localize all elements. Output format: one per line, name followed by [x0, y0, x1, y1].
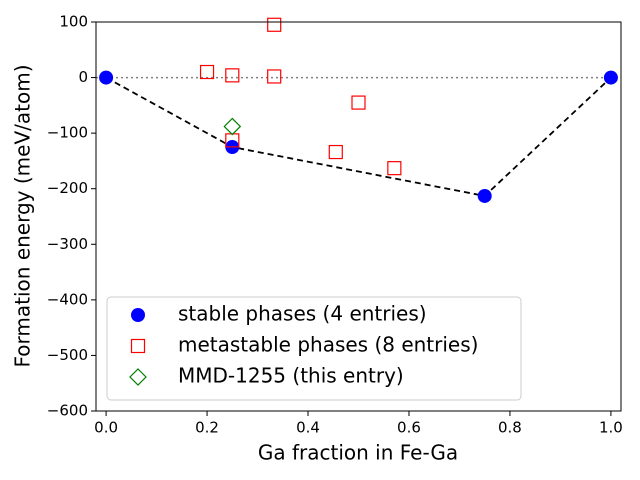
x-tick-label: 1.0 [599, 419, 623, 437]
legend-label: stable phases (4 entries) [178, 302, 427, 326]
legend-marker [129, 368, 147, 386]
y-tick-label: −500 [47, 346, 88, 364]
legend-marker [130, 338, 146, 354]
y-axis-label: Formation energy (meV/atom) [11, 65, 35, 368]
x-axis-label: Ga fraction in Fe-Ga [258, 441, 458, 465]
point [225, 68, 240, 83]
x-tick-label: 0.0 [94, 419, 118, 437]
legend-label: metastable phases (8 entries) [178, 333, 478, 357]
legend-box [106, 296, 522, 401]
x-tick-label: 0.8 [498, 419, 522, 437]
point [267, 69, 282, 84]
point [99, 70, 114, 85]
hull-line [105, 76, 612, 197]
point [477, 188, 492, 203]
y-tick-label: −600 [47, 402, 88, 420]
point [267, 17, 282, 32]
y-tick-label: −300 [47, 235, 88, 253]
x-tick-label: 0.4 [296, 419, 320, 437]
x-tick-label: 0.2 [195, 419, 219, 437]
point [328, 144, 343, 160]
y-tick-label: −100 [47, 124, 88, 142]
point [387, 161, 402, 176]
y-tick-label: −200 [47, 179, 88, 197]
point [603, 70, 618, 85]
y-tick-label: 0 [78, 68, 88, 86]
point [223, 117, 242, 136]
legend-marker [131, 308, 145, 322]
plot-frame [95, 21, 622, 412]
point [351, 95, 366, 110]
y-tick-label: 100 [59, 13, 88, 31]
legend-label: MMD-1255 (this entry) [178, 364, 404, 388]
y-tick-label: −400 [47, 290, 88, 308]
point [199, 64, 215, 80]
x-tick-label: 0.6 [397, 419, 421, 437]
